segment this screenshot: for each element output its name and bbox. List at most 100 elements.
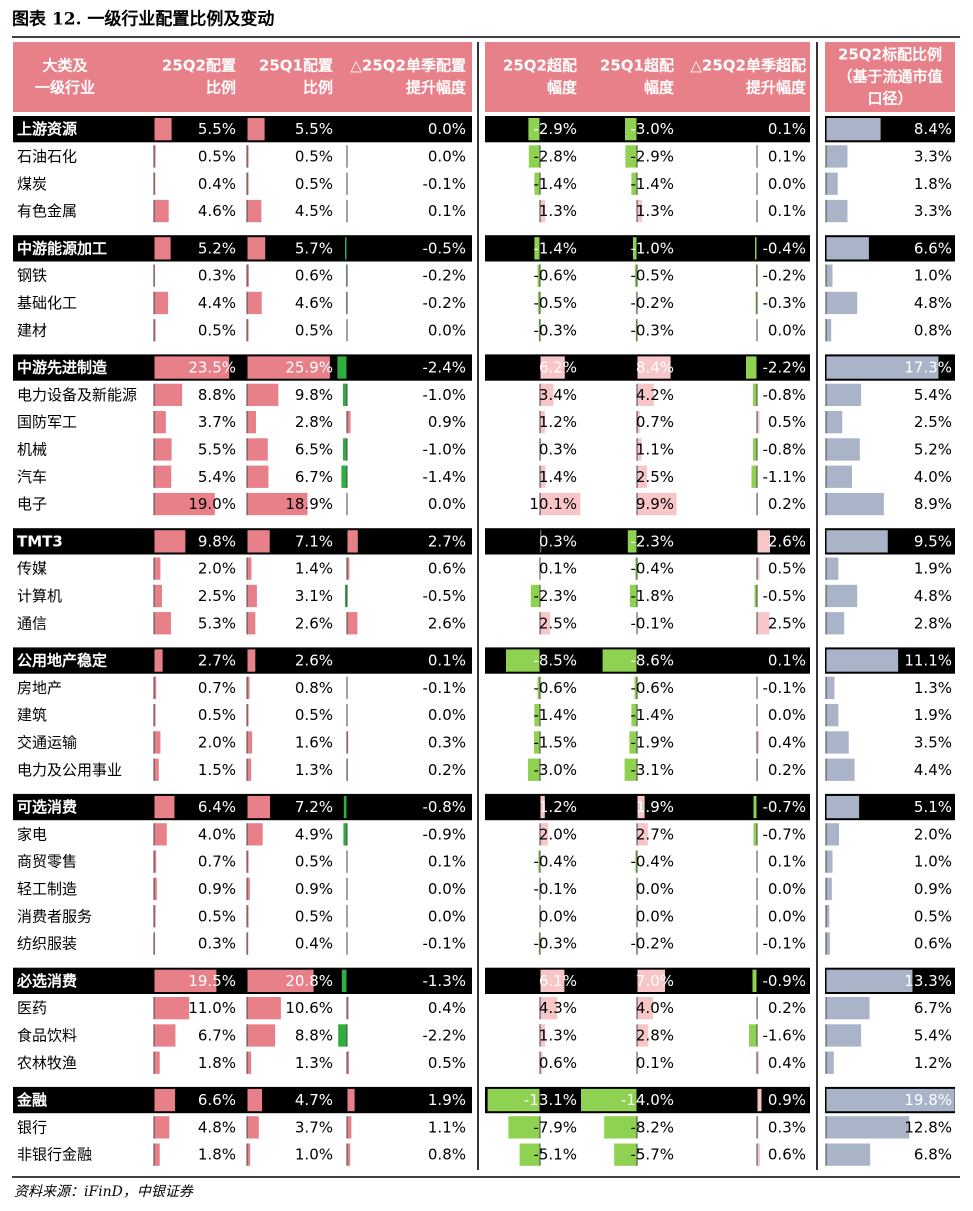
cell-value: 1.6% bbox=[295, 733, 333, 751]
cell-value: 0.0% bbox=[428, 147, 466, 165]
cell-value: 13.3% bbox=[904, 972, 952, 990]
cell-value: -0.4% bbox=[630, 853, 674, 871]
group-name: 公用地产稳定 bbox=[17, 652, 107, 670]
cell-value: 2.8% bbox=[914, 614, 952, 632]
bar bbox=[247, 796, 270, 818]
cell-value: 1.3% bbox=[914, 679, 952, 697]
bar bbox=[826, 384, 861, 406]
bar bbox=[826, 704, 838, 726]
cell-value: 0.0% bbox=[428, 706, 466, 724]
bar bbox=[154, 1144, 160, 1166]
cell-value: 1.0% bbox=[914, 267, 952, 285]
cell-value: -1.6% bbox=[762, 1026, 806, 1044]
cell-value: 0.5% bbox=[295, 175, 333, 193]
cell-value: 3.5% bbox=[914, 733, 952, 751]
cell-value: 4.8% bbox=[914, 587, 952, 605]
cell-value: 0.6% bbox=[295, 267, 333, 285]
group-name: 中游能源加工 bbox=[17, 239, 107, 257]
cell-value: 1.1% bbox=[428, 1118, 466, 1136]
cell-value: 0.8% bbox=[914, 321, 952, 339]
cell-value: 4.3% bbox=[539, 999, 577, 1017]
cell-value: 6.4% bbox=[198, 798, 236, 816]
bar bbox=[247, 585, 257, 607]
bar bbox=[753, 384, 757, 406]
cell-value: 4.0% bbox=[636, 999, 674, 1017]
cell-value: 0.2% bbox=[768, 999, 806, 1017]
cell-value: 6.6% bbox=[914, 239, 952, 257]
bar bbox=[826, 997, 870, 1019]
cell-value: -1.4% bbox=[533, 175, 577, 193]
cell-value: 2.7% bbox=[428, 532, 466, 550]
bar bbox=[826, 649, 898, 671]
cell-value: 2.6% bbox=[295, 614, 333, 632]
cell-value: 2.0% bbox=[198, 560, 236, 578]
cell-value: 0.6% bbox=[539, 1054, 577, 1072]
cell-value: -0.6% bbox=[533, 679, 577, 697]
cell-value: 4.5% bbox=[295, 202, 333, 220]
cell-value: 1.9% bbox=[428, 1091, 466, 1109]
bar bbox=[154, 1024, 175, 1046]
cell-value: 9.9% bbox=[636, 495, 674, 513]
table: 大类及一级行业25Q2配置比例25Q1配置比例△25Q2单季配置提升幅度25Q2… bbox=[13, 46, 955, 1166]
cell-value: 4.9% bbox=[295, 825, 333, 843]
bar bbox=[826, 759, 855, 781]
industry-name: 纺织服装 bbox=[17, 935, 77, 953]
cell-value: 4.0% bbox=[198, 825, 236, 843]
cell-value: 0.6% bbox=[768, 1146, 806, 1164]
bar bbox=[247, 411, 256, 433]
cell-value: 0.0% bbox=[768, 907, 806, 925]
cell-value: 2.7% bbox=[636, 825, 674, 843]
cell-value: 0.3% bbox=[198, 267, 236, 285]
cell-value: 5.5% bbox=[198, 440, 236, 458]
bar bbox=[347, 411, 351, 433]
bar bbox=[746, 356, 757, 378]
bar bbox=[154, 530, 185, 552]
cell-value: 3.4% bbox=[539, 386, 577, 404]
cell-value: 4.7% bbox=[295, 1091, 333, 1109]
cell-value: 0.6% bbox=[428, 560, 466, 578]
cell-value: 0.9% bbox=[198, 880, 236, 898]
cell-value: 1.9% bbox=[914, 706, 952, 724]
cell-value: 0.5% bbox=[198, 706, 236, 724]
cell-value: 0.1% bbox=[768, 853, 806, 871]
bar bbox=[343, 438, 347, 460]
cell-value: -1.0% bbox=[422, 386, 466, 404]
cell-value: 0.5% bbox=[428, 1054, 466, 1072]
industry-name: 建材 bbox=[17, 321, 47, 339]
cell-value: 6.5% bbox=[295, 440, 333, 458]
cell-value: 0.7% bbox=[198, 679, 236, 697]
cell-value: 5.4% bbox=[914, 386, 952, 404]
bar bbox=[826, 878, 832, 900]
cell-value: 0.5% bbox=[295, 147, 333, 165]
cell-value: 8.8% bbox=[198, 386, 236, 404]
cell-value: -0.3% bbox=[533, 935, 577, 953]
bar bbox=[247, 1116, 259, 1138]
column-header: 大类及 bbox=[42, 57, 88, 75]
bar bbox=[826, 411, 842, 433]
cell-value: 5.5% bbox=[295, 120, 333, 138]
cell-value: -2.3% bbox=[630, 532, 674, 550]
cell-value: 9.8% bbox=[295, 386, 333, 404]
cell-value: 0.4% bbox=[768, 733, 806, 751]
header-bg bbox=[13, 42, 472, 112]
cell-value: 4.6% bbox=[295, 294, 333, 312]
cell-value: -3.1% bbox=[630, 761, 674, 779]
cell-value: 0.9% bbox=[295, 880, 333, 898]
cell-value: -0.2% bbox=[762, 267, 806, 285]
cell-value: 6.7% bbox=[295, 468, 333, 486]
cell-value: 23.5% bbox=[188, 359, 236, 377]
cell-value: -0.1% bbox=[630, 614, 674, 632]
column-header: △25Q2单季配置 bbox=[350, 57, 466, 75]
cell-value: -1.0% bbox=[422, 440, 466, 458]
cell-value: 0.2% bbox=[768, 761, 806, 779]
cell-value: 5.4% bbox=[914, 1026, 952, 1044]
group-band bbox=[13, 794, 472, 820]
cell-value: 1.5% bbox=[198, 761, 236, 779]
group-band bbox=[13, 528, 472, 554]
bar bbox=[247, 530, 270, 552]
group-name: 金融 bbox=[16, 1091, 47, 1109]
cell-value: 12.8% bbox=[904, 1118, 952, 1136]
cell-value: 0.5% bbox=[914, 907, 952, 925]
cell-value: -2.9% bbox=[533, 120, 577, 138]
column-header: 幅度 bbox=[644, 79, 675, 97]
